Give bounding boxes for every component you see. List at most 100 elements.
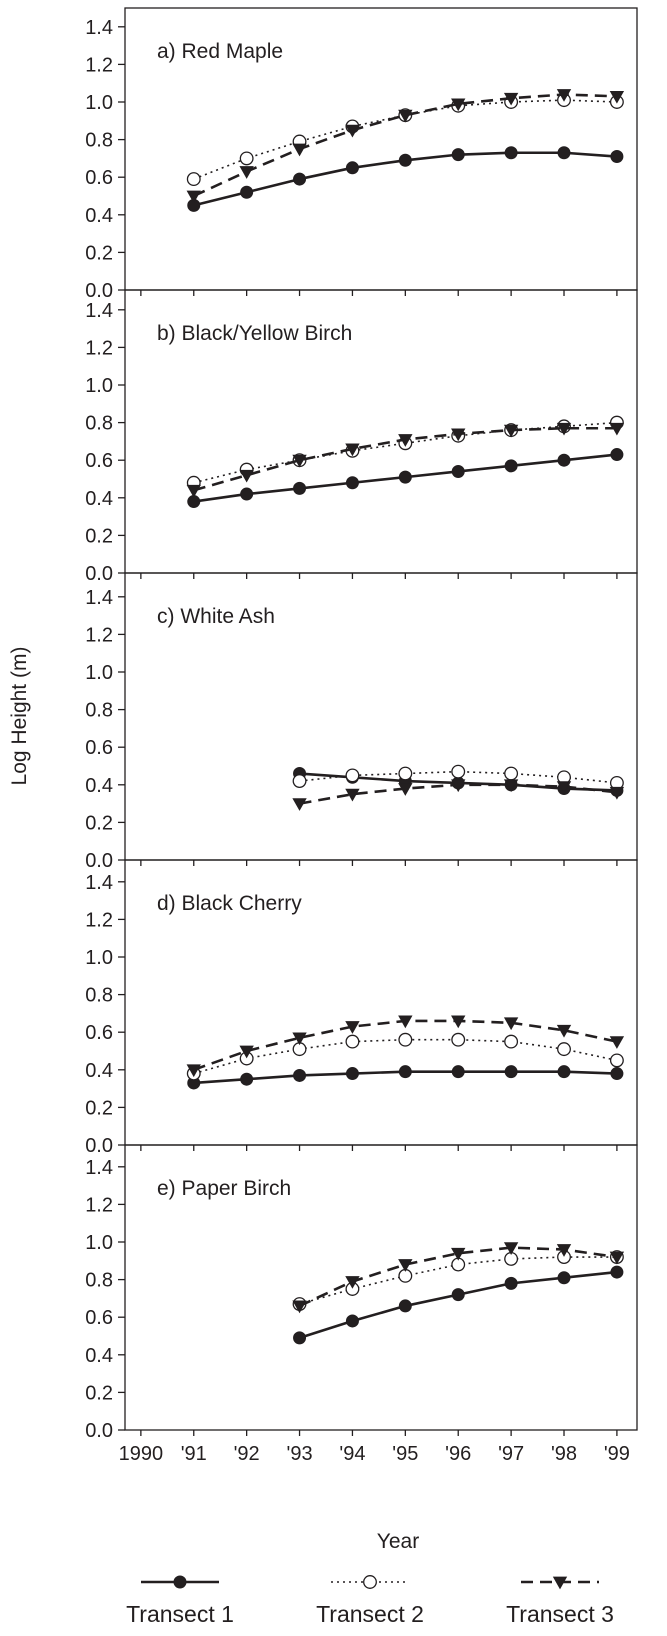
data-point xyxy=(345,1276,360,1289)
x-tick-label: '99 xyxy=(604,1443,630,1465)
y-tick-label: 0.8 xyxy=(85,700,113,722)
data-point xyxy=(503,424,519,438)
data-point xyxy=(451,1247,466,1261)
chart-legend: Transect 1 Transect 2 Transect 3 xyxy=(126,1575,614,1627)
data-point xyxy=(451,1015,466,1029)
data-point xyxy=(398,434,413,447)
data-point xyxy=(398,1259,413,1272)
legend-item-3: Transect 3 xyxy=(506,1576,614,1627)
data-point xyxy=(451,1288,465,1302)
data-point xyxy=(398,1065,412,1079)
data-point xyxy=(610,448,624,462)
panel-2: 0.0 0.2 0.4 0.6 0.8 1.0 1.2 1.4 b) Black/Yellow … xyxy=(85,289,638,585)
data-point xyxy=(398,470,412,484)
legend-item-2: Transect 2 xyxy=(316,1575,424,1627)
series-line xyxy=(193,1038,618,1075)
data-point xyxy=(503,779,519,793)
y-tick-label: 1.0 xyxy=(85,1232,113,1254)
data-point xyxy=(292,1032,307,1046)
data-point xyxy=(293,172,307,186)
series-1 xyxy=(293,1265,624,1345)
series-1 xyxy=(187,448,624,509)
data-point xyxy=(345,476,359,490)
data-point xyxy=(557,146,571,160)
panel-title: a) Red Maple xyxy=(157,40,283,63)
data-point xyxy=(292,454,307,468)
data-point xyxy=(504,1276,518,1290)
data-point xyxy=(503,92,519,106)
y-tick-label: 0.4 xyxy=(85,775,113,797)
series-line xyxy=(193,93,617,198)
data-point xyxy=(292,1300,307,1314)
data-point xyxy=(292,143,307,157)
y-tick-label: 0.8 xyxy=(85,1270,113,1292)
data-point xyxy=(504,1034,519,1049)
panel-3: 0.0 0.2 0.4 0.6 0.8 1.0 1.2 1.4 c) White Ash xyxy=(85,572,638,872)
data-point xyxy=(292,798,307,811)
y-tick-label: 0.0 xyxy=(85,563,113,585)
data-point xyxy=(503,1242,519,1255)
data-point xyxy=(345,788,360,802)
legend-label: Transect 3 xyxy=(506,1601,614,1627)
y-axis-title: Log Height (m) xyxy=(8,647,31,786)
series-2 xyxy=(292,764,624,790)
data-point xyxy=(451,1065,465,1079)
y-tick-label: 1.4 xyxy=(85,872,113,894)
data-point xyxy=(239,166,254,179)
panel-title: d) Black Cherry xyxy=(157,892,302,915)
x-tick-label: '91 xyxy=(181,1443,207,1465)
data-point xyxy=(451,148,465,162)
series-3 xyxy=(292,1242,625,1314)
data-point xyxy=(504,146,518,160)
data-point xyxy=(609,1053,624,1068)
series-1 xyxy=(187,1065,624,1090)
data-point xyxy=(239,1045,254,1059)
data-point xyxy=(398,153,412,167)
y-tick-label: 1.4 xyxy=(85,587,113,609)
y-tick-label: 0.6 xyxy=(85,1022,113,1044)
series-line xyxy=(193,421,617,484)
data-point xyxy=(240,185,254,199)
y-tick-label: 0.8 xyxy=(85,985,113,1007)
data-point xyxy=(186,1064,201,1078)
y-tick-label: 0.2 xyxy=(85,812,113,834)
data-point xyxy=(293,481,307,495)
x-tick-label: 1990 xyxy=(119,1443,164,1465)
data-point xyxy=(610,150,624,164)
y-tick-label: 0.0 xyxy=(85,280,113,302)
y-tick-label: 0.8 xyxy=(85,413,113,435)
y-tick-label: 1.2 xyxy=(85,337,113,359)
data-point xyxy=(398,766,413,781)
y-tick-label: 1.0 xyxy=(85,92,113,114)
data-point xyxy=(609,422,625,436)
y-tick-label: 0.0 xyxy=(85,1420,113,1442)
x-tick-label: '93 xyxy=(287,1443,313,1465)
legend-marker xyxy=(173,1575,187,1589)
data-point xyxy=(503,1017,519,1031)
data-point xyxy=(345,161,359,175)
data-point xyxy=(240,1072,254,1086)
data-point xyxy=(239,469,254,483)
y-tick-label: 0.6 xyxy=(85,1307,113,1329)
data-point xyxy=(293,1331,307,1345)
legend-item-1: Transect 1 xyxy=(126,1575,234,1627)
y-tick-label: 0.4 xyxy=(85,488,113,510)
data-point xyxy=(398,783,413,796)
legend-label: Transect 2 xyxy=(316,1601,424,1627)
y-tick-label: 0.6 xyxy=(85,167,113,189)
data-point xyxy=(556,1244,572,1257)
x-tick-label: '98 xyxy=(551,1443,577,1465)
data-point xyxy=(556,1024,572,1038)
data-point xyxy=(398,1015,413,1029)
chart-panels: 0.00.20.40.60.81.01.21.4a) Red Maple0.00… xyxy=(85,7,638,1465)
data-point xyxy=(557,453,571,467)
series-line xyxy=(299,1270,618,1340)
y-tick-label: 1.4 xyxy=(85,1157,113,1179)
x-axis-title: Year xyxy=(377,1530,419,1553)
data-point xyxy=(610,1265,624,1279)
series-3 xyxy=(186,89,625,204)
series-3 xyxy=(186,1015,625,1078)
data-point xyxy=(504,1065,518,1079)
data-point xyxy=(556,781,572,794)
